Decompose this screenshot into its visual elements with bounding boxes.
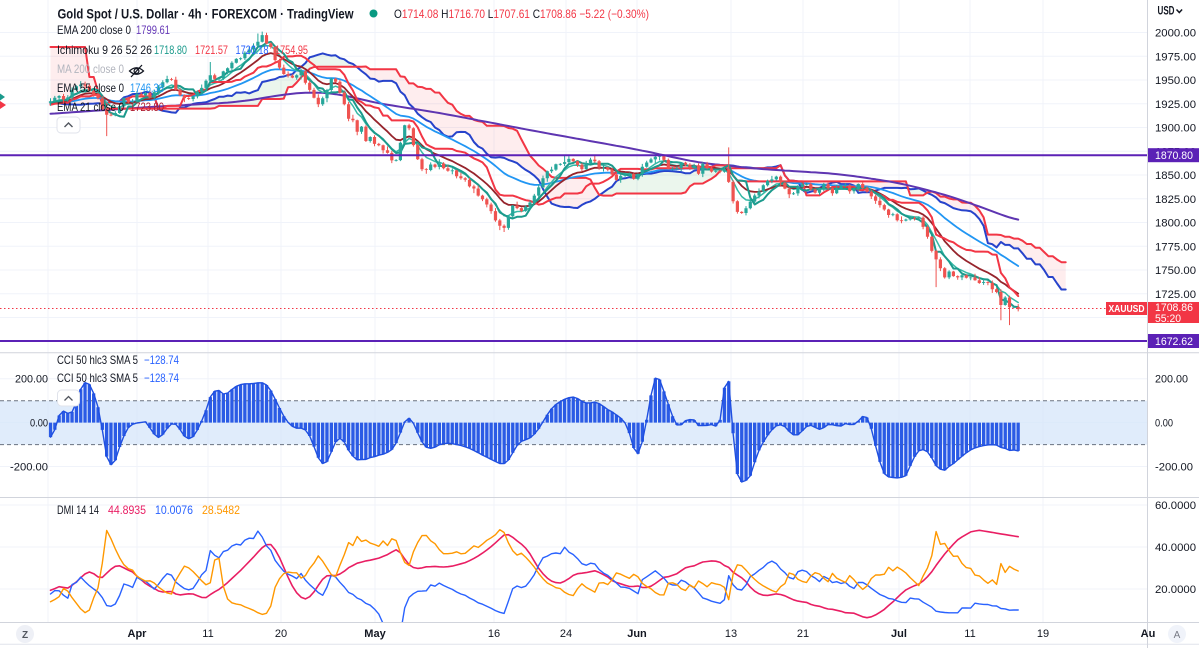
svg-text:19: 19 [1037,628,1049,640]
svg-text:1925.00: 1925.00 [1155,99,1196,111]
svg-text:200.00: 200.00 [1155,374,1188,386]
svg-text:Z: Z [22,630,28,641]
svg-text:Gold Spot / U.S. Dollar · 4h ·: Gold Spot / U.S. Dollar · 4h · FOREXCOM … [58,7,354,22]
svg-text:EMA 21 close 0: EMA 21 close 0 [57,100,124,114]
svg-text:1718.80: 1718.80 [154,43,187,57]
svg-text:1746.38: 1746.38 [130,81,164,95]
svg-text:1750.00: 1750.00 [1155,265,1196,277]
svg-text:−128.74: −128.74 [144,371,179,385]
svg-text:1775.00: 1775.00 [1155,241,1196,253]
svg-text:XAUUSD: XAUUSD [1109,304,1145,315]
svg-text:O1714.08 H1716.70 L1707.61 C17: O1714.08 H1716.70 L1707.61 C1708.86 −5.2… [394,7,649,21]
svg-text:28.5482: 28.5482 [202,503,240,517]
svg-text:24: 24 [560,628,572,640]
svg-text:44.8935: 44.8935 [108,503,146,517]
svg-text:1720.18: 1720.18 [236,43,269,57]
svg-text:1900.00: 1900.00 [1155,123,1196,135]
svg-text:−128.74: −128.74 [144,353,179,367]
svg-text:1799.61: 1799.61 [136,23,170,37]
svg-text:-200.00: -200.00 [1155,462,1193,474]
svg-text:20.0000: 20.0000 [1155,584,1196,596]
svg-text:CCI 50 hlc3 SMA 5: CCI 50 hlc3 SMA 5 [57,353,138,367]
svg-text:0.00: 0.00 [30,418,48,430]
svg-text:1825.00: 1825.00 [1155,194,1196,206]
svg-text:Au: Au [1141,628,1156,640]
svg-text:USD: USD [1158,4,1175,18]
svg-text:55:20: 55:20 [1155,313,1181,325]
svg-text:A: A [1174,630,1181,641]
svg-text:1708.86: 1708.86 [1155,302,1193,314]
svg-text:1723.80: 1723.80 [130,100,164,114]
svg-text:Jul: Jul [891,628,907,640]
svg-text:1870.80: 1870.80 [1155,150,1193,162]
svg-text:0.00: 0.00 [1155,418,1173,430]
svg-text:13: 13 [725,628,737,640]
svg-text:EMA 55 close 0: EMA 55 close 0 [57,81,124,95]
svg-text:DMI 14 14: DMI 14 14 [57,503,99,517]
svg-text:1672.62: 1672.62 [1155,336,1193,348]
svg-text:11: 11 [964,628,975,640]
svg-text:10.0076: 10.0076 [155,503,193,517]
svg-text:EMA 200 close 0: EMA 200 close 0 [57,23,131,37]
svg-text:11: 11 [202,628,213,640]
svg-text:40.0000: 40.0000 [1155,542,1196,554]
svg-text:200.00: 200.00 [15,374,48,386]
svg-text:May: May [364,628,386,640]
svg-text:16: 16 [488,628,500,640]
svg-text:Apr: Apr [128,628,148,640]
svg-text:21: 21 [797,628,809,640]
svg-text:Jun: Jun [627,628,647,640]
svg-text:Ichimoku 9 26 52 26: Ichimoku 9 26 52 26 [57,43,152,57]
svg-text:1950.00: 1950.00 [1155,75,1196,87]
svg-text:2000.00: 2000.00 [1155,28,1196,40]
svg-text:20: 20 [275,628,287,640]
svg-text:MA 200 close 0: MA 200 close 0 [57,62,124,76]
svg-text:1975.00: 1975.00 [1155,51,1196,63]
svg-text:1725.00: 1725.00 [1155,289,1196,301]
svg-text:1800.00: 1800.00 [1155,218,1196,230]
svg-text:1721.57: 1721.57 [195,43,228,57]
svg-text:-200.00: -200.00 [10,462,48,474]
svg-text:CCI 50 hlc3 SMA 5: CCI 50 hlc3 SMA 5 [57,371,138,385]
svg-text:60.0000: 60.0000 [1155,500,1196,512]
svg-text:1850.00: 1850.00 [1155,170,1196,182]
svg-text:1754.95: 1754.95 [275,43,308,57]
